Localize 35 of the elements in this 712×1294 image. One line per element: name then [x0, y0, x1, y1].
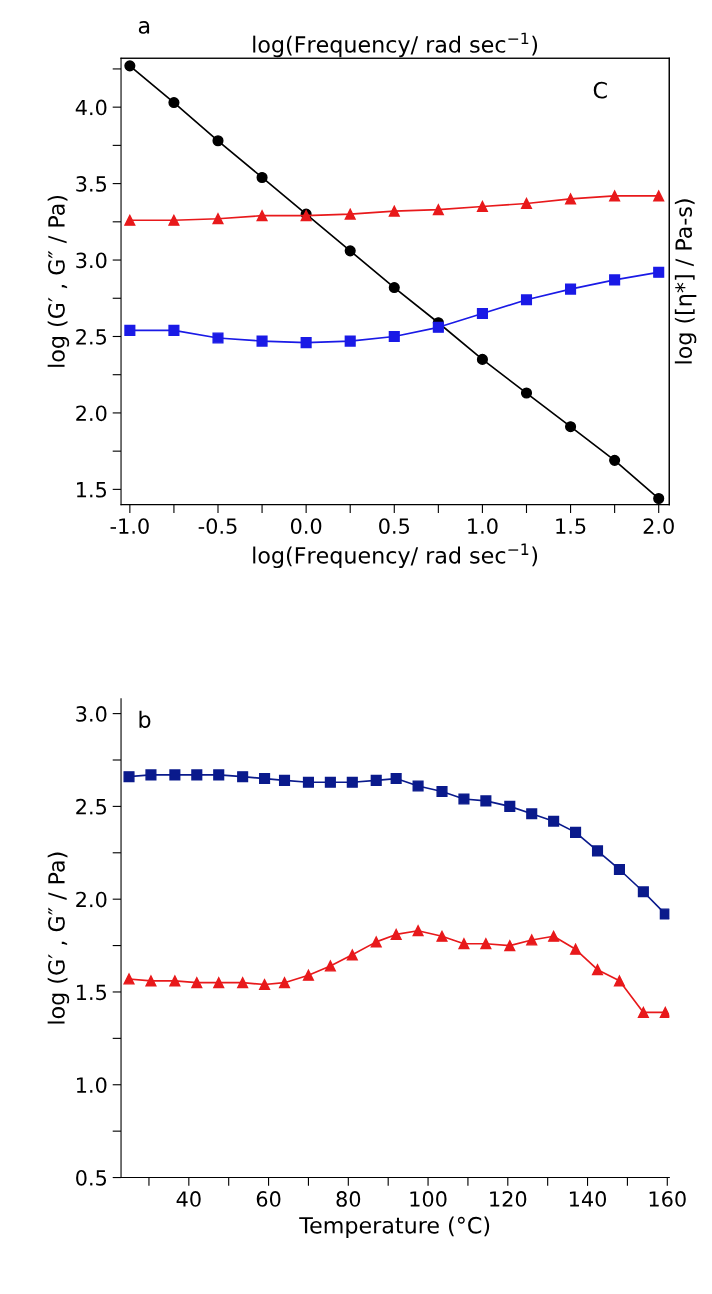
x-tick-label: 100: [410, 1191, 447, 1207]
y-tick-label: 2.0: [76, 891, 107, 908]
x-tick-label: 0.5: [379, 518, 410, 534]
x-axis-title: Temperature (°C): [299, 1216, 490, 1238]
y-tick-label: 2.5: [76, 328, 107, 345]
y-tick-label: 1.5: [77, 482, 107, 498]
y-axis-title: log (G′ , G″ / Pa): [47, 195, 70, 367]
annotation: C: [593, 81, 607, 99]
x-tick-label: -0.5: [198, 518, 237, 534]
x-tick-label: 2.0: [643, 518, 674, 534]
y-tick-label: 3.5: [76, 176, 107, 192]
x-tick-label: 40: [176, 1191, 201, 1207]
annotation: b: [139, 710, 151, 728]
y-tick-label: 1.5: [77, 984, 107, 1001]
x-tick-label: 120: [490, 1191, 527, 1207]
y-tick-label: 3.0: [76, 706, 107, 722]
y-tick-label: 2.0: [76, 405, 107, 422]
x-tick-label: -1.0: [110, 518, 149, 534]
y-tick-label: 2.5: [76, 798, 107, 815]
text: a: [138, 21, 150, 34]
x-tick-label: 80: [336, 1191, 361, 1207]
x-tick-label: 160: [649, 1191, 686, 1207]
x-tick-label: 1.5: [556, 518, 586, 534]
x2-axis-title: log(Frequency/ rad sec$^{−1}$): [253, 32, 538, 58]
x-tick-label: 140: [569, 1191, 607, 1207]
x-tick-label: 0.0: [290, 518, 322, 534]
y-tick-label: 1.0: [77, 1077, 107, 1093]
y-axis-title: log (G′ , G″ / Pa): [47, 852, 70, 1024]
x-tick-label: 1.0: [468, 518, 498, 534]
x-axis-title: log(Frequency/ rad sec$^{−1}$): [253, 543, 538, 569]
y-tick-label: 3.0: [76, 252, 107, 269]
y-tick-label: 4.0: [75, 99, 107, 116]
x-tick-label: 60: [256, 1191, 281, 1207]
y2-axis-title: log ([η*] / Pa-s): [674, 199, 697, 364]
y-tick-label: 0.5: [76, 1169, 107, 1186]
